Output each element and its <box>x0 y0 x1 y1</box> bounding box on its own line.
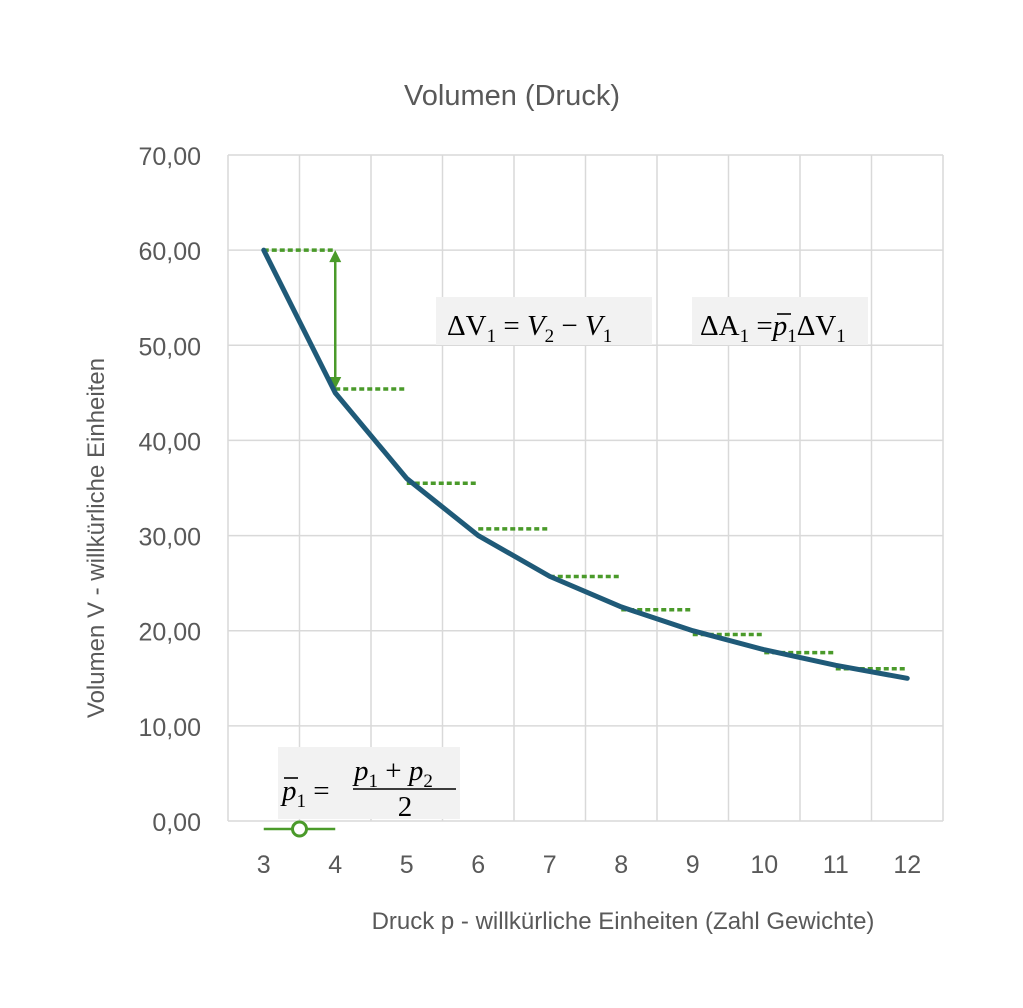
x-tick-label: 5 <box>400 851 414 879</box>
chart-title: Volumen (Druck) <box>404 80 620 112</box>
x-axis-label: Druck p - willkürliche Einheiten (Zahl G… <box>372 908 875 935</box>
x-tick-label: 11 <box>823 851 849 879</box>
x-tick-label: 3 <box>257 851 271 879</box>
series-line-volumen <box>261 247 910 681</box>
tick-labels: 0,00 10,00 20,00 30,00 40,00 50,00 60,00 70,00 3… <box>138 143 921 879</box>
y-tick-label: 20,00 <box>138 619 201 647</box>
y-axis-label: Volumen V - willkürliche Einheiten <box>83 358 110 718</box>
legend-marker <box>263 820 336 838</box>
chart-grid <box>227 154 944 822</box>
x-tick-label: 6 <box>471 851 485 879</box>
y-tick-label: 30,00 <box>138 524 201 552</box>
delta-v-formula: ΔV1 = V2 − V1 <box>447 310 612 347</box>
x-tick-label: 12 <box>893 851 921 879</box>
delta-v-arrow-head-up <box>329 250 342 263</box>
y-tick-label: 60,00 <box>138 238 201 266</box>
delta-a-annotation: ΔA1 =p1ΔV1 <box>692 297 868 347</box>
delta-v-arrow-head-down <box>329 377 342 390</box>
x-tick-label: 10 <box>750 851 778 879</box>
y-tick-label: 70,00 <box>138 143 201 171</box>
x-tick-label: 9 <box>686 851 700 879</box>
p-bar-lhs: p1 = <box>280 775 330 812</box>
delta-a-formula: ΔA1 =p1ΔV1 <box>700 310 846 347</box>
x-tick-label: 4 <box>328 851 342 879</box>
delta-a-box <box>692 297 868 345</box>
x-tick-label: 7 <box>543 851 557 879</box>
delta-v-annotation: ΔV1 = V2 − V1 <box>436 297 652 347</box>
delta-v-box <box>436 297 652 345</box>
y-tick-label: 0,00 <box>152 809 201 837</box>
p-bar-annotation: p1 = p1 + p2 2 <box>278 747 460 823</box>
y-tick-label: 40,00 <box>138 428 201 456</box>
series-group <box>261 247 910 681</box>
x-tick-label: 8 <box>614 851 628 879</box>
p-bar-numerator: p1 + p2 <box>352 755 433 792</box>
y-tick-label: 10,00 <box>138 714 201 742</box>
p-bar-box <box>278 747 460 819</box>
y-tick-label: 50,00 <box>138 333 201 361</box>
p-bar-denominator: 2 <box>398 791 413 823</box>
legend-marker-circle <box>291 820 308 838</box>
